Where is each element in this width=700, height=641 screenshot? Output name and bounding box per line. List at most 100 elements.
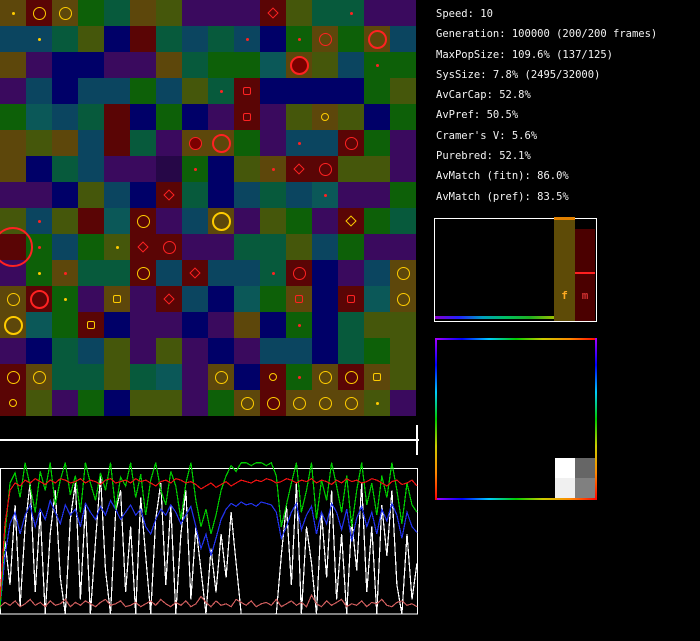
territory-cell [390, 364, 416, 390]
generation-scrollbar-handle[interactable] [416, 425, 418, 455]
territory-cell [26, 130, 52, 156]
territory-cell [312, 338, 338, 364]
organism-marker [38, 246, 41, 249]
generation-scrollbar-track[interactable] [0, 439, 419, 441]
territory-cell [234, 338, 260, 364]
heatmap-cell [575, 478, 595, 498]
territory-cell [234, 156, 260, 182]
territory-cell [260, 52, 286, 78]
territory-cell [156, 208, 182, 234]
chart-border [1, 469, 418, 615]
hist-bar-female [554, 219, 575, 321]
territory-cell [338, 260, 364, 286]
territory-cell [104, 52, 130, 78]
preference-heatmap-block [555, 458, 595, 498]
territory-cell [104, 260, 130, 286]
organism-marker [272, 168, 275, 171]
territory-cell [390, 0, 416, 26]
stat-line: AvCarCap: 52.8% [436, 85, 698, 105]
territory-cell [78, 260, 104, 286]
organism-marker [7, 293, 20, 306]
territory-cell [312, 52, 338, 78]
rainbow-border-left [435, 338, 437, 500]
world-grid[interactable] [0, 0, 416, 416]
territory-cell [182, 364, 208, 390]
territory-cell [130, 26, 156, 52]
hist-bar-female-cap [554, 217, 575, 220]
organism-marker [220, 90, 223, 93]
organism-marker [87, 321, 95, 329]
stat-line: AvMatch (pref): 83.5% [436, 187, 698, 207]
organism-marker [4, 316, 23, 335]
territory-cell [104, 0, 130, 26]
stat-line: Cramer's V: 5.6% [436, 126, 698, 146]
territory-cell [52, 234, 78, 260]
territory-cell [234, 52, 260, 78]
territory-cell [26, 390, 52, 416]
organism-marker [33, 7, 46, 20]
territory-cell [78, 0, 104, 26]
organism-marker [38, 220, 41, 223]
territory-cell [26, 338, 52, 364]
territory-cell [52, 156, 78, 182]
fitness-histogram-panel: f m [434, 218, 597, 322]
territory-cell [156, 260, 182, 286]
territory-cell [286, 78, 312, 104]
territory-cell [208, 312, 234, 338]
territory-cell [390, 182, 416, 208]
organism-marker [215, 371, 228, 384]
territory-cell [52, 364, 78, 390]
organism-marker [298, 38, 301, 41]
stat-line: MaxPopSize: 109.6% (137/125) [436, 45, 698, 65]
territory-cell [52, 26, 78, 52]
territory-cell [104, 182, 130, 208]
female-bar-label: f [554, 289, 575, 302]
territory-cell [234, 208, 260, 234]
territory-cell [130, 104, 156, 130]
stats-panel: Speed: 10Generation: 100000 (200/200 fra… [436, 4, 698, 207]
territory-cell [260, 286, 286, 312]
stat-line: Speed: 10 [436, 4, 698, 24]
territory-cell [286, 234, 312, 260]
territory-cell [26, 78, 52, 104]
stat-line: Purebred: 52.1% [436, 146, 698, 166]
territory-cell [286, 182, 312, 208]
organism-marker [243, 113, 251, 121]
territory-cell [26, 312, 52, 338]
organism-marker [189, 137, 202, 150]
organism-marker [9, 399, 17, 407]
territory-cell [130, 52, 156, 78]
territory-cell [104, 208, 130, 234]
organism-marker [397, 293, 410, 306]
territory-cell [130, 312, 156, 338]
organism-marker [64, 298, 67, 301]
organism-marker [7, 371, 20, 384]
territory-cell [78, 182, 104, 208]
organism-marker [298, 376, 301, 379]
stat-line: AvPref: 50.5% [436, 105, 698, 125]
territory-cell [182, 390, 208, 416]
organism-marker [298, 142, 301, 145]
territory-cell [286, 208, 312, 234]
territory-cell [338, 78, 364, 104]
organism-marker [38, 272, 41, 275]
territory-cell [130, 364, 156, 390]
territory-cell [182, 78, 208, 104]
organism-marker [212, 212, 231, 231]
territory-cell [52, 182, 78, 208]
territory-cell [130, 286, 156, 312]
territory-cell [52, 130, 78, 156]
territory-cell [26, 104, 52, 130]
organism-marker [212, 134, 231, 153]
territory-cell [208, 104, 234, 130]
territory-cell [26, 52, 52, 78]
territory-cell [338, 156, 364, 182]
territory-cell [208, 52, 234, 78]
territory-cell [260, 104, 286, 130]
rainbow-border-right [595, 338, 597, 500]
territory-cell [52, 208, 78, 234]
territory-cell [104, 26, 130, 52]
organism-marker [33, 371, 46, 384]
organism-marker [298, 324, 301, 327]
stat-line: Generation: 100000 (200/200 frames) [436, 24, 698, 44]
